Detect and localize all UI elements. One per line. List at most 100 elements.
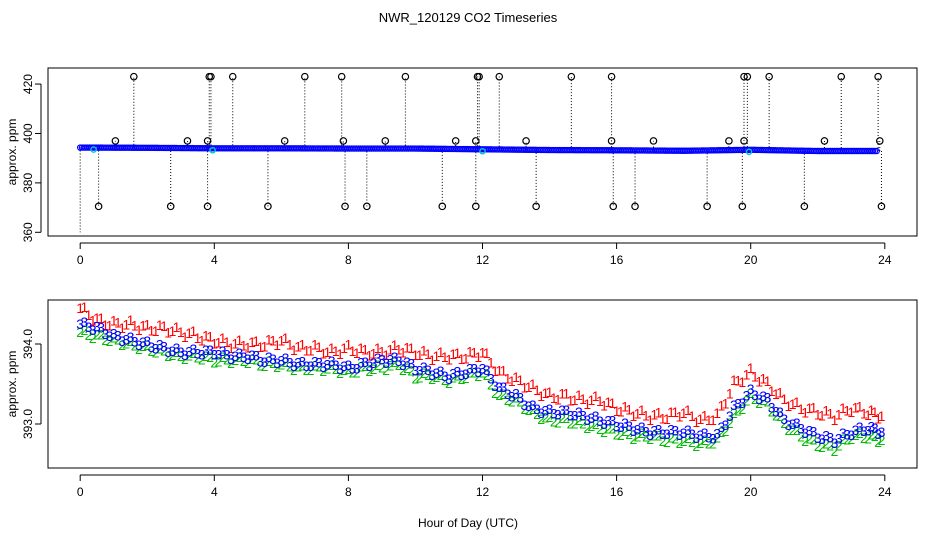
series-2-point: 2 <box>353 365 361 381</box>
series-1-point: 1 <box>433 348 441 364</box>
bottom-x-tick-label: 4 <box>211 485 218 499</box>
series-1-point: 1 <box>185 325 193 341</box>
series-1-point: 1 <box>160 318 168 334</box>
series-2-point: 2 <box>168 347 176 363</box>
series-3-point: 3 <box>361 354 369 370</box>
series-1-point: 1 <box>420 342 428 358</box>
series-2-point: 2 <box>156 341 164 357</box>
series-2-point: 2 <box>290 362 298 378</box>
series-3-point: 3 <box>772 404 780 420</box>
series-2-point: 2 <box>437 367 445 383</box>
series-1-point: 1 <box>579 391 587 407</box>
series-2-point: 2 <box>227 355 235 371</box>
series-2-point: 2 <box>764 394 772 410</box>
bottom-y-tick-label: 393.0 <box>21 409 35 439</box>
series-1-point: 1 <box>583 396 591 412</box>
series-3-point: 3 <box>567 408 575 424</box>
series-2-point: 2 <box>261 358 269 374</box>
series-3-point: 3 <box>215 346 223 362</box>
top-plot-frame <box>47 67 918 237</box>
series-1-point: 1 <box>386 341 394 357</box>
series-2-point: 2 <box>504 392 512 408</box>
series-2-point: 2 <box>248 351 256 367</box>
series-2-point: 2 <box>856 425 864 441</box>
series-3-point: 3 <box>365 358 373 374</box>
series-2-point: 2 <box>713 430 721 446</box>
top-x-tick-label: 12 <box>476 253 490 267</box>
series-2-point: 2 <box>474 368 482 384</box>
series-3-point: 3 <box>160 338 168 354</box>
top-axis-ticks: 0 4 8 12 16 20 24 360 380 400 420 <box>21 74 892 267</box>
series-3-point: 3 <box>558 402 566 418</box>
series-1-point: 1 <box>177 324 185 340</box>
series-1-point: 1 <box>361 342 369 358</box>
series-1-point: 1 <box>110 313 118 329</box>
series-3-point: 3 <box>131 333 139 349</box>
series-2-point: 2 <box>181 351 189 367</box>
series-3-point: 3 <box>231 348 239 364</box>
series-3-point: 3 <box>634 421 642 437</box>
series-3-point: 3 <box>646 427 654 443</box>
series-2-point: 2 <box>466 364 474 380</box>
series-1-point: 1 <box>822 403 830 419</box>
series-3-point: 3 <box>399 357 407 373</box>
series-2-point: 2 <box>759 392 767 408</box>
series-2-point: 2 <box>277 356 285 372</box>
series-1-point: 1 <box>210 335 218 351</box>
series-1-point: 1 <box>537 388 545 404</box>
series-2-point: 2 <box>785 422 793 438</box>
series-1-point: 1 <box>118 320 126 336</box>
outlier-high-point <box>740 72 748 81</box>
bottom-plot-frame <box>47 299 918 469</box>
series-2-point: 2 <box>76 324 84 340</box>
series-3-point: 3 <box>588 410 596 426</box>
series-3-point: 3 <box>764 390 772 406</box>
series-1-point: 1 <box>785 398 793 414</box>
series-3-point: 3 <box>516 389 524 405</box>
series-2-point: 2 <box>604 420 612 436</box>
series-1-point: 1 <box>416 347 424 363</box>
series-1-point: 1 <box>462 351 470 367</box>
series-1-point: 1 <box>470 344 478 360</box>
series-2-point: 2 <box>240 353 248 369</box>
series-3-point: 3 <box>814 430 822 446</box>
series-2-point: 2 <box>491 385 499 401</box>
series-2-point: 2 <box>751 391 759 407</box>
series-1-point: 1 <box>131 317 139 333</box>
series-3-point: 3 <box>420 359 428 375</box>
series-2-point: 2 <box>550 413 558 429</box>
series-2-point: 2 <box>252 352 260 368</box>
baseline-accent-point <box>479 147 486 155</box>
series-1-point: 1 <box>558 385 566 401</box>
series-2-point: 2 <box>722 423 730 439</box>
series-2-point: 2 <box>579 415 587 431</box>
series-2-point: 2 <box>554 415 562 431</box>
series-1-point: 1 <box>659 411 667 427</box>
bottom-x-tick-label: 0 <box>77 485 84 499</box>
series-2-point: 2 <box>747 385 755 401</box>
series-2-point: 2 <box>403 360 411 376</box>
series-2-point: 2 <box>818 439 826 455</box>
series-1-point: 1 <box>487 354 495 370</box>
series-2-point: 2 <box>688 434 696 450</box>
series-2-point: 2 <box>814 438 822 454</box>
series-3-point: 3 <box>793 415 801 431</box>
series-2-point: 2 <box>826 438 834 454</box>
series-3-point: 3 <box>487 370 495 386</box>
series-1-point: 1 <box>562 385 570 401</box>
series-3-point: 3 <box>156 337 164 353</box>
series-3-point: 3 <box>676 427 684 443</box>
series-3-point: 3 <box>625 418 633 434</box>
series-3-point: 3 <box>286 355 294 371</box>
series-3-point: 3 <box>412 363 420 379</box>
series-2-point: 2 <box>361 358 369 374</box>
series-2-point: 2 <box>512 390 520 406</box>
series-2-point: 2 <box>256 357 264 373</box>
series-1-point: 1 <box>701 407 709 423</box>
series-3-point: 3 <box>395 353 403 369</box>
series-2-point: 2 <box>629 431 637 447</box>
series-2-point: 2 <box>298 357 306 373</box>
outlier-low-point <box>438 202 447 211</box>
series-3-point: 3 <box>722 417 730 433</box>
series-3-point: 3 <box>189 341 197 357</box>
